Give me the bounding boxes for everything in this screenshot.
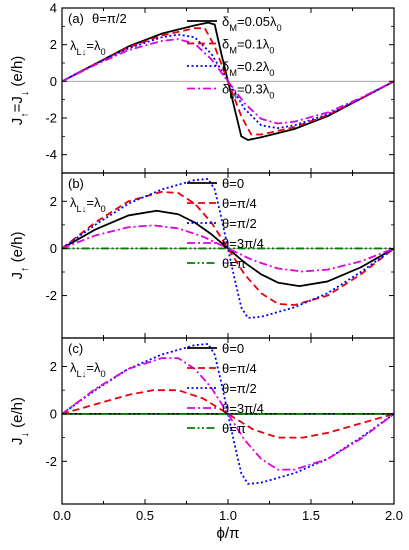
legend-label: δM=0.3λ0 <box>222 82 274 101</box>
x-tick-label: 0.5 <box>136 508 154 523</box>
y-tick-label: -2 <box>45 111 57 126</box>
annotation: λL↓=λ0 <box>70 38 106 57</box>
panel-c: -2 0 2 0.0 0.5 1.0 1.5 2.0 J↓ (e/h) (c) λL↓=λ0 θ=0 θ… <box>9 337 403 523</box>
x-axis-label: ϕ/π <box>217 525 240 542</box>
panel-label: (c) <box>68 341 83 356</box>
series-line-3 <box>62 357 394 471</box>
x-tick-label: 1.0 <box>219 508 237 523</box>
legend-label: θ=3π/4 <box>222 236 264 251</box>
y-tick-label: 2 <box>50 194 57 209</box>
legend-label: δM=0.2λ0 <box>222 59 274 78</box>
series-line-2 <box>62 177 394 319</box>
series-line-3 <box>62 224 394 273</box>
y-tick-label: -2 <box>45 454 57 469</box>
legend-label: δM=0.1λ0 <box>222 37 274 56</box>
series-line-1 <box>62 190 394 306</box>
panel-a: -4 -2 0 2 4 J↑=J↓ (e/h) (a) θ=π/2 λL↓=λ0 δM=0.05λ… <box>9 1 395 174</box>
x-tick-label: 0.0 <box>53 508 71 523</box>
annotation: λL↓=λ0 <box>70 195 106 214</box>
annotation: λL↓=λ0 <box>70 360 106 379</box>
series-line-2 <box>62 343 394 485</box>
y-axis-label: J↑=J↓ (e/h) <box>9 56 31 126</box>
x-tick-label: 1.5 <box>302 508 320 523</box>
x-tick-label: 2.0 <box>385 508 403 523</box>
y-tick-label: 0 <box>50 241 57 256</box>
y-tick-label: 2 <box>50 37 57 52</box>
series-line-3 <box>62 38 394 125</box>
y-tick-label: 4 <box>50 1 57 16</box>
legend-label: θ=π/2 <box>222 216 257 231</box>
y-tick-label: 0 <box>50 406 57 421</box>
series-line-0 <box>62 209 394 288</box>
legend-label: δM=0.05λ0 <box>222 14 282 33</box>
panel-label: (a) <box>68 11 84 26</box>
legend-label: θ=π <box>222 421 246 436</box>
y-tick-label: -2 <box>45 288 57 303</box>
legend-label: θ=0 <box>222 176 244 191</box>
legend-label: θ=0 <box>222 341 244 356</box>
series-line-1 <box>62 389 394 439</box>
y-tick-label: 2 <box>50 359 57 374</box>
legend-label: θ=π/4 <box>222 361 257 376</box>
y-axis-label: J↓ (e/h) <box>9 397 31 445</box>
y-axis-label: J↑ (e/h) <box>9 232 31 280</box>
panel-b: -2 0 2 J↑ (e/h) (b) λL↓=λ0 θ=0 θ=π/4 θ=π/2 θ=3π/4… <box>9 172 395 339</box>
y-tick-label: -4 <box>45 147 57 162</box>
panel-label: (b) <box>68 176 84 191</box>
legend-label: θ=π/2 <box>222 381 257 396</box>
y-tick-label: 0 <box>50 74 57 89</box>
legend-label: θ=3π/4 <box>222 401 264 416</box>
annotation: θ=π/2 <box>92 11 127 26</box>
legend-label: θ=π <box>222 256 246 271</box>
legend-label: θ=π/4 <box>222 196 257 211</box>
